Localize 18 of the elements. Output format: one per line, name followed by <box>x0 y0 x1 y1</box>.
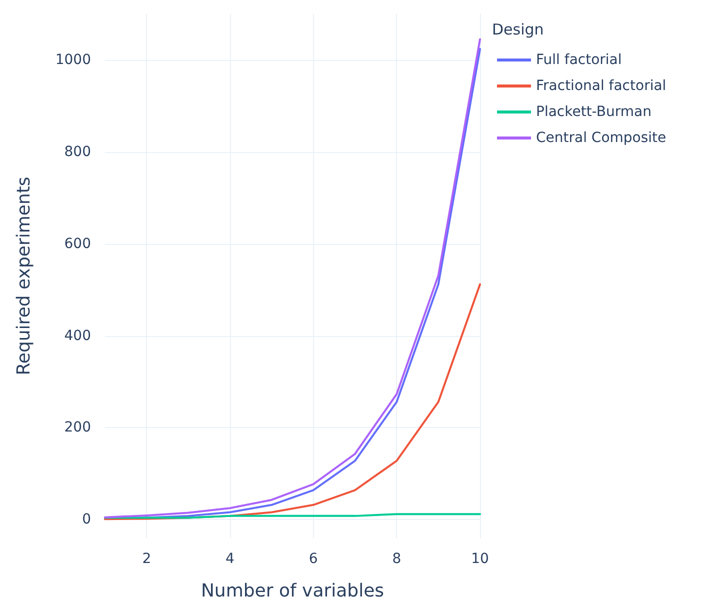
legend-label: Central Composite <box>536 130 666 146</box>
legend-label: Full factorial <box>536 52 622 68</box>
y-axis-title: Required experiments <box>14 176 34 376</box>
x-tick-label: 2 <box>142 551 152 567</box>
x-tick-label: 6 <box>308 551 318 567</box>
y-tick-label: 0 <box>82 512 91 528</box>
y-tick-label: 800 <box>64 144 91 160</box>
legend-label: Plackett-Burman <box>536 104 652 120</box>
x-tick-label: 4 <box>226 551 235 567</box>
y-tick-label: 600 <box>64 236 91 252</box>
y-tick-label: 200 <box>64 420 91 436</box>
y-tick-label: 1000 <box>55 52 91 68</box>
x-tick-label: 8 <box>392 551 402 567</box>
x-tick-label: 10 <box>471 551 489 567</box>
y-tick-label: 400 <box>64 328 91 344</box>
legend-title: Design <box>492 20 544 38</box>
legend-label: Fractional factorial <box>536 78 666 94</box>
x-axis-title: Number of variables <box>200 580 384 602</box>
